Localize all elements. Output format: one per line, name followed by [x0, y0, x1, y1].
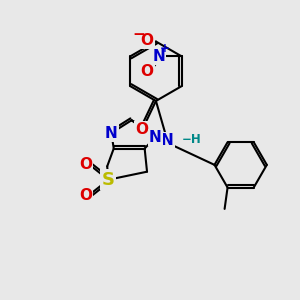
Text: O: O [136, 122, 148, 137]
Text: O: O [79, 188, 92, 203]
Text: +: + [160, 42, 170, 56]
Text: −H: −H [182, 133, 201, 146]
Text: O: O [141, 33, 154, 48]
Text: N: N [152, 49, 165, 64]
Text: O: O [141, 64, 154, 79]
Text: O: O [79, 157, 92, 172]
Text: N: N [149, 130, 162, 145]
Text: N: N [105, 126, 118, 141]
Text: −: − [132, 27, 145, 42]
Text: N: N [161, 133, 174, 148]
Text: S: S [101, 171, 114, 189]
